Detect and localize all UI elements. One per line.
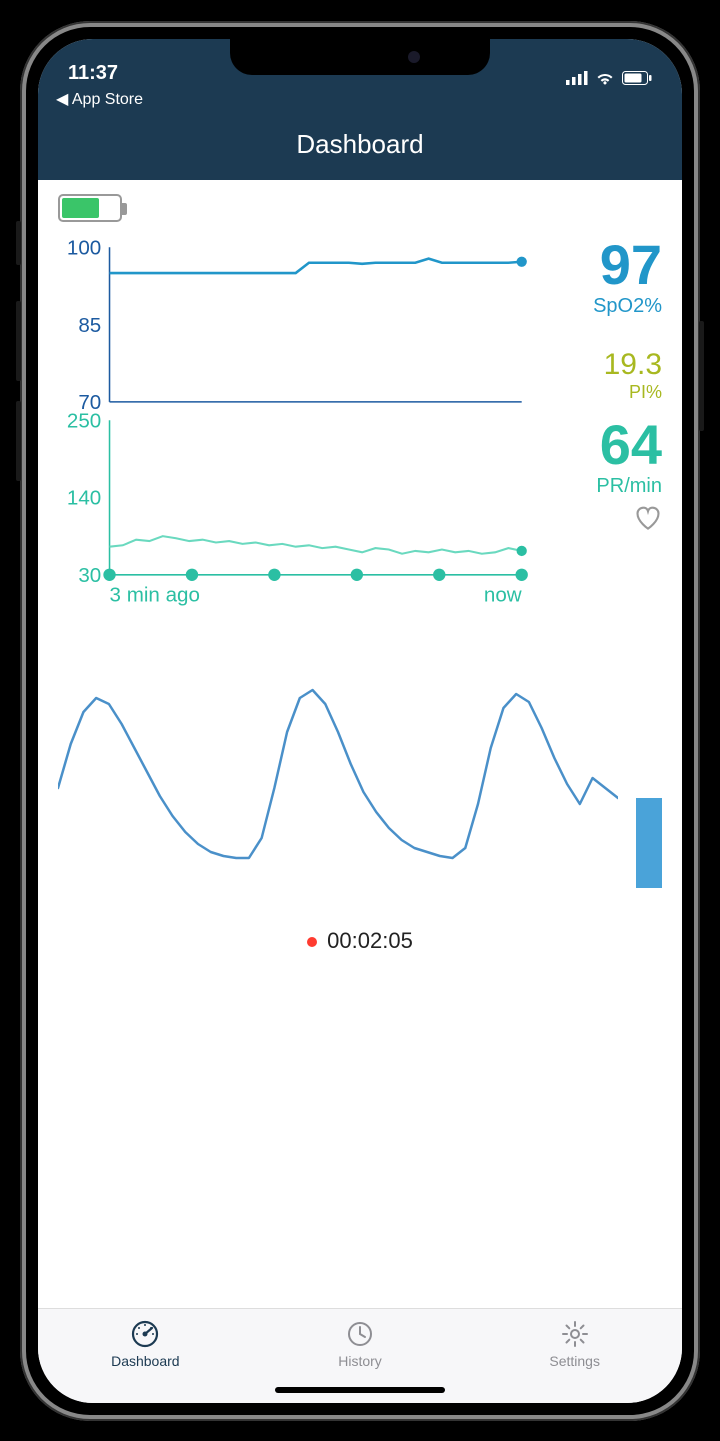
svg-text:30: 30 [78, 564, 101, 587]
waveform-area [58, 678, 662, 898]
volume-up-button [16, 301, 21, 381]
svg-text:now: now [484, 583, 522, 606]
back-to-app-store[interactable]: ◀ App Store [38, 89, 682, 115]
svg-text:3 min ago: 3 min ago [110, 583, 200, 606]
phone-frame: 11:37 ◀ App Store Dashboard 1008570 2501… [20, 21, 700, 1421]
clock-icon [253, 1319, 468, 1349]
svg-text:250: 250 [67, 412, 101, 432]
pulse-level-bar [636, 798, 662, 888]
volume-down-button [16, 401, 21, 481]
signal-icon [566, 71, 588, 85]
device-battery-row [58, 194, 662, 227]
home-indicator[interactable] [275, 1387, 445, 1393]
tab-history[interactable]: History [253, 1319, 468, 1369]
tab-dashboard[interactable]: Dashboard [38, 1319, 253, 1369]
svg-text:100: 100 [67, 237, 101, 260]
spo2-value: 97 [542, 237, 662, 293]
pi-unit: PI% [542, 382, 662, 403]
spo2-unit: SpO2% [542, 295, 662, 318]
recording-row: 00:02:05 [58, 898, 662, 974]
mute-switch [16, 221, 21, 265]
record-dot-icon [307, 937, 317, 947]
phone-screen: 11:37 ◀ App Store Dashboard 1008570 2501… [38, 39, 682, 1403]
notch [230, 39, 490, 75]
pr-value: 64 [542, 417, 662, 473]
power-button [699, 321, 704, 431]
gear-icon [467, 1319, 682, 1349]
tab-label: History [253, 1353, 468, 1369]
heart-icon [634, 504, 662, 535]
status-time: 11:37 [68, 62, 118, 85]
pr-chart: 250 140 30 3 min ago now [58, 412, 532, 618]
spo2-chart: 100 85 70 [58, 237, 532, 412]
device-battery-fill [62, 198, 99, 218]
pr-unit: PR/min [542, 475, 662, 498]
tab-label: Settings [467, 1353, 682, 1369]
tab-settings[interactable]: Settings [467, 1319, 682, 1369]
device-battery-icon [58, 194, 122, 222]
pi-value: 19.3 [542, 348, 662, 382]
svg-text:70: 70 [78, 391, 101, 412]
waveform-chart [58, 678, 618, 898]
content-area: 100 85 70 250 140 30 3 min ago now 97 SpO2% 19… [38, 180, 682, 1308]
charts-block: 100 85 70 250 140 30 3 min ago now 97 SpO2% 19… [58, 237, 662, 618]
page-title: Dashboard [38, 115, 682, 180]
recording-elapsed: 00:02:05 [327, 928, 413, 953]
readings-panel: 97 SpO2% 19.3 PI% 64 PR/min [532, 237, 662, 618]
svg-text:140: 140 [67, 486, 101, 509]
tab-label: Dashboard [38, 1353, 253, 1369]
svg-text:85: 85 [78, 313, 101, 336]
charts-left: 100 85 70 250 140 30 3 min ago now [58, 237, 532, 618]
battery-icon [622, 71, 652, 85]
gauge-icon [38, 1319, 253, 1349]
status-right [566, 71, 652, 85]
wifi-icon [595, 71, 615, 85]
